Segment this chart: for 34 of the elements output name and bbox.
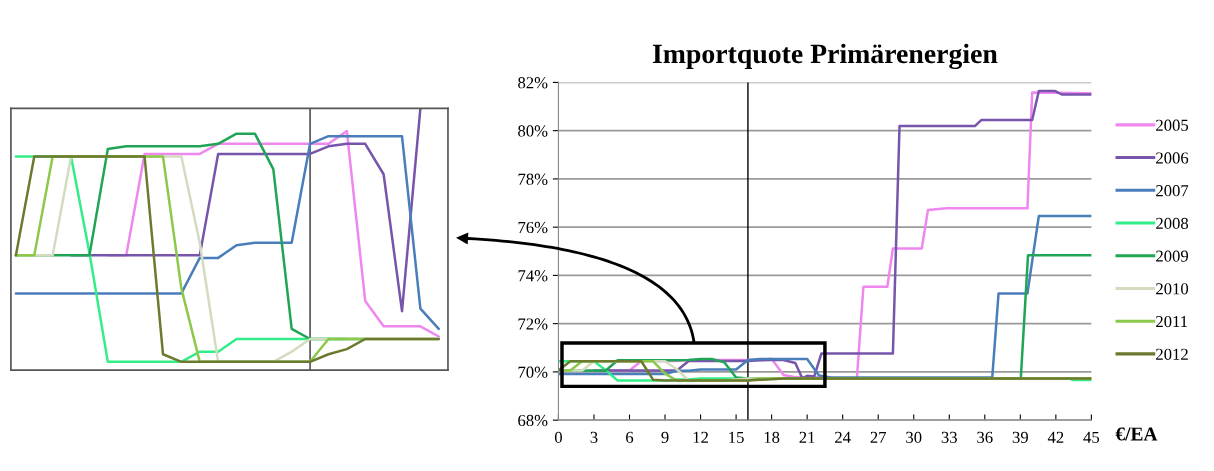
x-tick-label: 3 (590, 431, 598, 443)
x-tick-label: 0 (554, 431, 562, 443)
x-tick-label: 42 (1047, 431, 1064, 443)
x-tick-label: 27 (870, 431, 887, 443)
y-tick-label: 70% (518, 366, 548, 378)
y-tick-label: 82% (518, 77, 548, 89)
x-tick-label: 33 (941, 431, 957, 443)
x-tick-label: 9 (661, 431, 669, 443)
chart-title: Importquote Primärenergien (652, 43, 998, 70)
y-tick-label: 72% (518, 318, 548, 330)
legend-label: 2010 (1156, 283, 1189, 295)
x-tick-label: 24 (835, 431, 851, 443)
y-tick-label: 68% (518, 414, 548, 427)
legend-label: 2009 (1156, 250, 1189, 262)
x-tick-label: 6 (626, 431, 634, 443)
y-tick-label: 78% (518, 173, 548, 185)
x-tick-label: 36 (977, 431, 993, 443)
y-tick-label: 74% (518, 270, 548, 282)
legend-label: 2006 (1156, 152, 1189, 164)
x-tick-label: 45 (1083, 431, 1100, 443)
y-tick-label: 76% (518, 221, 548, 234)
x-tick-label: 15 (729, 431, 744, 443)
x-tick-label: 18 (764, 431, 780, 443)
legend-label: 2007 (1156, 185, 1189, 197)
legend-label: 2012 (1156, 348, 1188, 360)
y-tick-label: 80% (518, 125, 548, 137)
legend-label: 2011 (1156, 315, 1188, 328)
legend-label: 2008 (1156, 217, 1189, 230)
x-axis-title: €/EA (1115, 427, 1158, 441)
legend-label: 2005 (1156, 119, 1189, 131)
x-tick-label: 21 (799, 431, 815, 443)
x-tick-label: 39 (1012, 431, 1028, 443)
x-tick-label: 12 (693, 431, 708, 443)
x-tick-label: 30 (906, 431, 922, 443)
